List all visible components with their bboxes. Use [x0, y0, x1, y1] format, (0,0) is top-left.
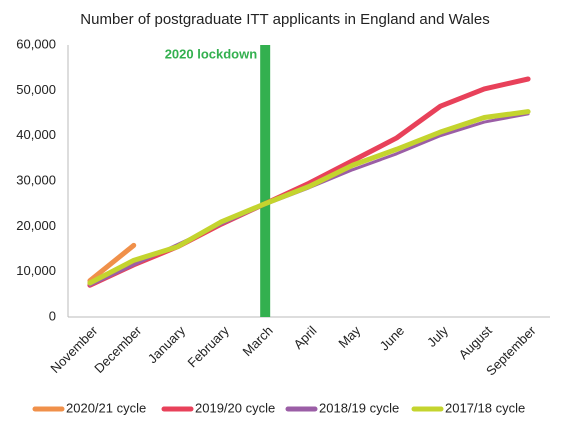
legend-label: 2019/20 cycle [195, 400, 275, 415]
legend-label: 2017/18 cycle [445, 400, 525, 415]
legend-label: 2018/19 cycle [319, 400, 399, 415]
lockdown-label: 2020 lockdown [165, 46, 258, 61]
x-tick-label: June [377, 323, 408, 354]
y-tick-label: 0 [49, 308, 56, 323]
x-tick-label: January [145, 323, 189, 367]
chart-title: Number of postgraduate ITT applicants in… [80, 11, 489, 28]
x-tick-label: April [291, 323, 320, 352]
x-tick-label: May [335, 323, 363, 351]
y-tick-label: 40,000 [16, 127, 56, 142]
series-line [88, 112, 530, 287]
y-tick-label: 50,000 [16, 82, 56, 97]
x-tick-label: August [456, 323, 495, 362]
lockdown-bar [260, 45, 271, 317]
x-tick-label: July [424, 323, 451, 350]
legend-label: 2020/21 cycle [66, 400, 146, 415]
y-tick-label: 60,000 [16, 36, 56, 51]
x-tick-label: February [185, 323, 233, 371]
series-line [87, 242, 137, 284]
series-line [87, 109, 531, 286]
x-tick-label: March [240, 323, 276, 359]
y-tick-label: 20,000 [16, 218, 56, 233]
y-tick-label: 30,000 [16, 172, 56, 187]
x-tick-label: December [91, 322, 144, 375]
y-tick-label: 10,000 [16, 263, 56, 278]
